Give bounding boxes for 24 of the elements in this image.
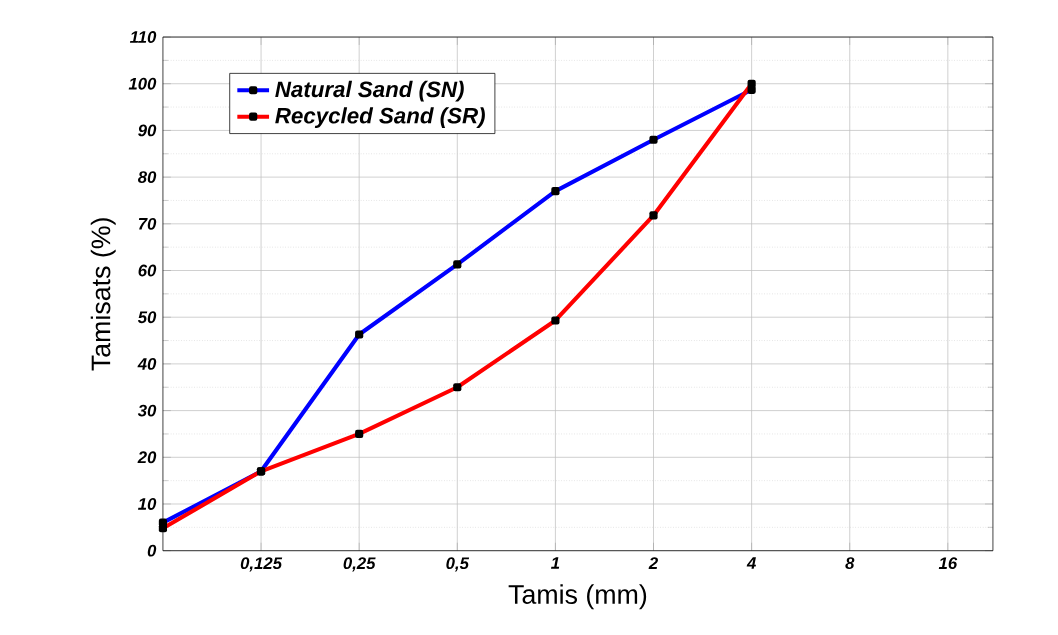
x-axis-title: Tamis (mm) [508, 584, 647, 610]
y-tick-label: 80 [137, 171, 157, 184]
y-tick-label: 90 [138, 124, 157, 137]
x-tick-label: 8 [845, 557, 855, 570]
y-tick-label: 100 [128, 77, 157, 90]
y-tick-label: 50 [137, 311, 157, 324]
x-tick-label: 4 [746, 557, 756, 569]
x-tick-label: 2 [648, 557, 658, 570]
y-tick-label: 10 [138, 498, 157, 511]
y-tick-label: 0 [147, 544, 157, 557]
y-tick-label: 40 [137, 358, 157, 370]
y-tick-label: 30 [137, 404, 157, 417]
x-tick-label: 0,125 [240, 557, 283, 572]
x-tick-label: 1 [551, 557, 560, 569]
legend-label: Recycled Sand (SR) [275, 107, 485, 129]
y-tick-label: 110 [129, 31, 157, 44]
y-tick-label: 60 [138, 264, 157, 277]
x-tick-label: 0,5 [446, 557, 470, 572]
x-tick-label: 0,25 [343, 557, 376, 572]
y-axis-title: Tamisats (%) [90, 218, 116, 371]
y-tick-label: 20 [137, 451, 157, 464]
legend-label: Natural Sand (SN) [275, 80, 464, 102]
x-tick-label: 16 [938, 557, 958, 570]
y-tick-label: 70 [138, 217, 157, 230]
